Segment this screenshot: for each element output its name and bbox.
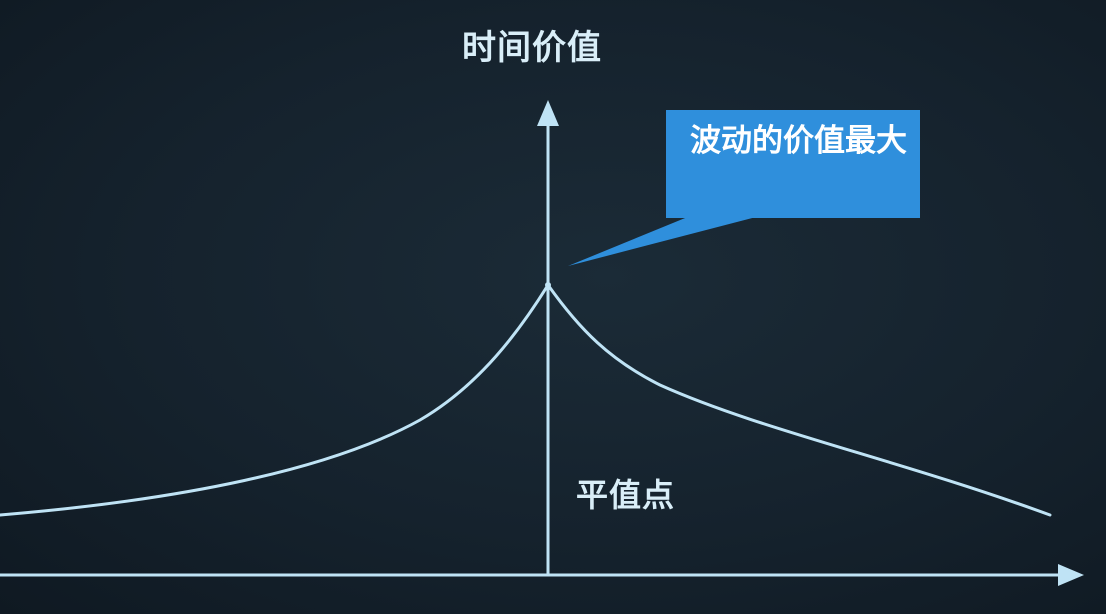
time-value-curve-right [546,283,1052,517]
peak-label: 平值点 [576,476,676,514]
y-axis-title: 时间价值 [462,28,602,68]
y-axis-arrow [537,100,559,126]
peak-point [545,282,551,288]
callout-text: 波动的价值最大 [690,123,907,159]
callout-pointer [568,216,760,266]
time-value-curve-left [0,283,550,517]
callout-box: 波动的价值最大 [666,110,920,218]
x-axis-arrow [1058,564,1084,586]
